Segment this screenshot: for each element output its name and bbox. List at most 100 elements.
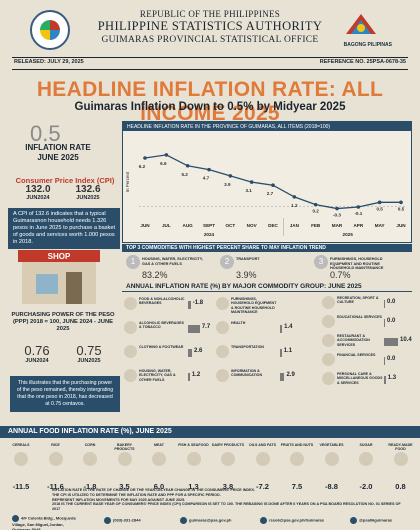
cpi-title: Consumer Price Index (CPI) bbox=[15, 176, 115, 185]
commodity-bar bbox=[384, 338, 398, 346]
top3-percent: 0.7% bbox=[330, 270, 351, 280]
food-icon bbox=[152, 452, 166, 466]
cpi-value: 132.6 bbox=[75, 184, 101, 195]
commodity-value: 0.0 bbox=[387, 299, 396, 305]
rank-number: 1 bbox=[126, 255, 140, 269]
data-point bbox=[249, 180, 254, 184]
commodity-item: ALCOHOLIC BEVERAGES & TOBACCO 7.7 bbox=[124, 319, 218, 339]
food-label: OILS AND FATS bbox=[249, 443, 276, 447]
food-icon bbox=[14, 452, 28, 466]
commodity-value: 10.4 bbox=[400, 337, 412, 343]
food-value: 0.8 bbox=[395, 482, 406, 491]
top3-title: TOP 3 COMMODITIES WITH HIGHEST PERCENT S… bbox=[122, 244, 412, 252]
food-item: READY-MADE FOOD 0.8 bbox=[384, 443, 418, 491]
series-line bbox=[144, 154, 401, 210]
food-item: OILS AND FATS -7.2 bbox=[246, 443, 280, 491]
footer-social[interactable]: @psa06guimaras bbox=[350, 517, 392, 524]
commodity-icon bbox=[216, 321, 229, 334]
page-subtitle: Guimaras Inflation Down to 0.5% by Midye… bbox=[74, 101, 346, 113]
food-value: 3.8 bbox=[222, 482, 234, 491]
inflation-value: 0.5 bbox=[30, 121, 61, 146]
food-icon bbox=[48, 452, 63, 466]
footer-address: 4/F Colenta Bldg., Mosqueda Village, San… bbox=[12, 515, 76, 530]
social-icon bbox=[350, 517, 357, 524]
commodity-item: PERSONAL CARE & MISCELLANEOUS GOODS & SE… bbox=[322, 370, 410, 390]
x-tick-label: MAR bbox=[332, 223, 343, 228]
ppp-value: 0.75 bbox=[76, 343, 102, 358]
note: INFLATION RATE IS THE RATE OF CHANGE OR … bbox=[52, 488, 256, 492]
commodity-icon bbox=[124, 369, 137, 382]
inflation-chart: HEADLINE INFLATION RATE IN THE PROVINCE … bbox=[122, 121, 412, 243]
commodity-item: HEALTH 1.4 bbox=[216, 319, 310, 339]
data-label: 2.7 bbox=[267, 191, 274, 196]
divider bbox=[12, 57, 408, 58]
food-item: FRUITS AND NUTS 7.5 bbox=[280, 443, 314, 491]
header: REPUBLIC OF THE PHILIPPINES PHILIPPINE S… bbox=[0, 0, 420, 62]
food-value: 1.3 bbox=[188, 482, 199, 491]
commodity-icon bbox=[322, 372, 335, 385]
commodity-value: 1.2 bbox=[191, 372, 201, 378]
commodity-label: RECREATION, SPORT & CULTURE bbox=[337, 296, 379, 305]
chart-title: HEADLINE INFLATION RATE IN THE PROVINCE … bbox=[123, 122, 411, 131]
commodity-value: 0.0 bbox=[387, 318, 396, 324]
inflation-label-2: JUNE 2025 bbox=[37, 153, 79, 162]
email-icon bbox=[180, 517, 187, 524]
commodity-value: 0.0 bbox=[387, 356, 396, 362]
commodity-bar bbox=[188, 301, 191, 309]
commodity-value: 1.3 bbox=[387, 375, 397, 381]
food-item: CEREALS -11.5 bbox=[4, 443, 38, 491]
x-tick-label: FEB bbox=[311, 223, 321, 228]
commodity-label: HEALTH bbox=[231, 321, 246, 325]
commodity-icon bbox=[216, 345, 229, 358]
commodity-label: PERSONAL CARE & MISCELLANEOUS GOODS & SE… bbox=[337, 372, 383, 385]
food-value: 6.0 bbox=[153, 482, 165, 491]
commodity-label: RESTAURANT & ACCOMMODATION SERVICES bbox=[337, 334, 370, 347]
food-label: BAKERY PRODUCTS bbox=[114, 443, 135, 451]
bagong-pilipinas-text: BAGONG PILIPINAS bbox=[343, 42, 392, 48]
commodity-icon bbox=[322, 296, 335, 309]
commodity-icon bbox=[322, 353, 335, 366]
commodity-item: RESTAURANT & ACCOMMODATION SERVICES 10.4 bbox=[322, 332, 412, 352]
data-point bbox=[399, 200, 403, 205]
food-item: FISH & SEAFOOD 1.3 bbox=[177, 443, 211, 491]
food-label: READY-MADE FOOD bbox=[388, 443, 413, 451]
data-label: 6.2 bbox=[139, 164, 146, 169]
cpi-2025: 132.6 JUN2025 bbox=[64, 184, 112, 201]
x-tick-label: SEPT bbox=[203, 223, 215, 228]
food-label: VEGETABLES bbox=[319, 443, 344, 447]
commodity-item: FINANCIAL SERVICES 0.0 bbox=[322, 351, 410, 371]
data-point bbox=[292, 195, 297, 199]
data-point bbox=[335, 206, 339, 211]
top3-label: FURNISHINGS, HOUSEHOLD EQUIPMENT AND ROU… bbox=[330, 257, 384, 270]
food-icon bbox=[186, 452, 201, 466]
food-item: MEAT 6.0 bbox=[142, 443, 176, 491]
commodity-bar bbox=[384, 376, 386, 384]
food-value: 3.5 bbox=[119, 482, 130, 491]
y-axis-label: In Percent bbox=[125, 171, 130, 192]
food-icon bbox=[359, 452, 373, 466]
data-label: 0.2 bbox=[312, 209, 319, 214]
data-label: -0.1 bbox=[354, 211, 362, 216]
commodity-bar bbox=[280, 349, 282, 357]
footer-email[interactable]: guimaras@psa.gov.ph bbox=[180, 517, 232, 524]
cpi-year: JUN2024 bbox=[26, 195, 50, 201]
food-item: BAKERY PRODUCTS 3.5 bbox=[108, 443, 142, 491]
commodity-value: -1.8 bbox=[192, 300, 204, 306]
data-label: 3.1 bbox=[245, 188, 252, 193]
commodity-icon bbox=[124, 345, 137, 358]
year-label: 2024 bbox=[204, 232, 215, 237]
ppp-2025: 0.75 JUN2025 bbox=[64, 343, 114, 364]
commodity-bar bbox=[384, 357, 385, 365]
commodity-icon bbox=[124, 321, 137, 334]
commodity-title: ANNUAL INFLATION RATE (%) BY MAJOR COMMO… bbox=[122, 283, 412, 292]
top3-label: TRANSPORT bbox=[236, 257, 260, 261]
commodity-label: CLOTHING & FOOTWEAR bbox=[139, 345, 184, 349]
footer: 4/F Colenta Bldg., Mosqueda Village, San… bbox=[0, 514, 420, 530]
location-icon bbox=[12, 515, 19, 522]
inflation-label: INFLATION RATE JUNE 2025 bbox=[18, 143, 98, 163]
footer-web[interactable]: rsso6@psa.gov.ph/Guimaras bbox=[260, 517, 324, 524]
data-label: 6.6 bbox=[160, 161, 167, 166]
ppp-2024: 0.76 JUN2024 bbox=[12, 343, 62, 364]
commodity-icon bbox=[216, 297, 229, 310]
ppp-value: 0.76 bbox=[24, 343, 50, 358]
